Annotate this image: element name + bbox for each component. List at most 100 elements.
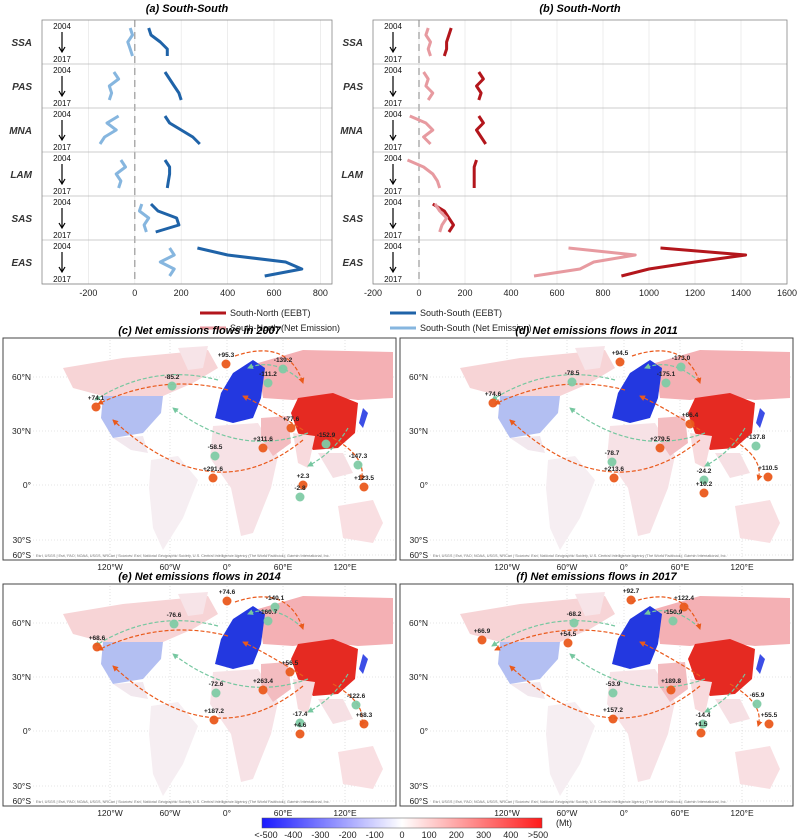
- lat-label: 30°N: [409, 426, 428, 436]
- flow-label: -68.2: [567, 611, 582, 618]
- flow-label: +77.6: [283, 416, 300, 423]
- flow-bubble: [679, 602, 689, 612]
- colorbar-label: 300: [476, 830, 491, 840]
- flow-label: -58.5: [208, 444, 223, 451]
- flow-bubble: [167, 381, 177, 391]
- flow-bubble: [321, 439, 331, 449]
- flow-label: -72.6: [209, 681, 224, 688]
- lat-label: 60°N: [12, 618, 31, 628]
- lat-label: 0°: [420, 480, 428, 490]
- flow-label: -85.2: [165, 374, 180, 381]
- flow-bubble: [655, 443, 665, 453]
- flow-bubble: [563, 638, 573, 648]
- flow-label: -76.6: [167, 612, 182, 619]
- flow-label: +263.4: [253, 678, 273, 685]
- row-label: MNA: [9, 126, 32, 137]
- panel-title: (a) South-South: [146, 3, 229, 15]
- flow-label: -139.2: [274, 357, 293, 364]
- legend-label: South-North (Net Emission): [230, 323, 340, 333]
- row-label: PAS: [343, 82, 363, 93]
- flow-label: -140.1: [266, 595, 285, 602]
- flow-bubble: [477, 635, 487, 645]
- year-start: 2004: [384, 110, 402, 119]
- colorbar-label: 400: [503, 830, 518, 840]
- year-arrow: [58, 252, 66, 274]
- map-title: (e) Net emissions flows in 2014: [118, 571, 281, 583]
- flow-label: -175.1: [657, 371, 676, 378]
- flow-bubble: [278, 364, 288, 374]
- flow-bubble: [258, 685, 268, 695]
- series-line: [147, 27, 169, 56]
- flow-label: +54.5: [560, 631, 577, 638]
- flow-label: -147.3: [349, 453, 368, 460]
- map-panel: 60°N 30°N 0° 30°S 60°S 120°W 60°W 0° 60°E 120°EEs…: [399, 583, 794, 818]
- flow-bubble: [763, 472, 773, 482]
- flow-label: -173.0: [672, 355, 691, 362]
- flow-label: +279.5: [650, 436, 670, 443]
- series-line: [107, 71, 121, 101]
- row-label: LAM: [341, 170, 363, 181]
- flow-bubble: [607, 457, 617, 467]
- flow-label: +74.1: [88, 395, 105, 402]
- year-start: 2004: [53, 242, 71, 251]
- year-arrow: [389, 164, 397, 186]
- year-arrow: [389, 32, 397, 54]
- lon-label: 60°E: [671, 562, 690, 572]
- flow-label: -17.4: [293, 711, 308, 718]
- colorbar-label: <-500: [254, 830, 277, 840]
- flow-bubble: [666, 685, 676, 695]
- year-arrow: [389, 208, 397, 230]
- lat-label: 30°S: [409, 781, 428, 791]
- year-end: 2017: [384, 55, 402, 64]
- flow-bubble: [609, 473, 619, 483]
- lon-label: 0°: [620, 808, 628, 818]
- flow-bubble: [351, 700, 361, 710]
- flow-bubble: [676, 362, 686, 372]
- lat-label: 60°N: [409, 372, 428, 382]
- row-label: SAS: [11, 214, 32, 225]
- flow-bubble: [91, 402, 101, 412]
- flow-label: -111.2: [259, 371, 277, 378]
- flow-label: +92.7: [623, 588, 640, 595]
- flow-label: -152.9: [317, 432, 336, 439]
- flow-bubble: [359, 719, 369, 729]
- series-line: [422, 71, 435, 101]
- flow-bubble: [263, 616, 273, 626]
- flow-label: +213.6: [604, 466, 624, 473]
- year-start: 2004: [53, 198, 71, 207]
- flow-label: -14.4: [696, 712, 711, 719]
- year-start: 2004: [384, 66, 402, 75]
- flow-label: +74.6: [485, 391, 502, 398]
- flow-label: -150.9: [664, 609, 683, 616]
- flow-bubble: [295, 492, 305, 502]
- lon-label: 120°W: [494, 562, 520, 572]
- x-tick-label: -200: [364, 288, 382, 298]
- series-line: [98, 114, 120, 145]
- flow-label: +122.4: [674, 595, 694, 602]
- x-tick-label: 1400: [731, 288, 751, 298]
- year-arrow: [58, 164, 66, 186]
- flow-label: -2.8: [294, 485, 306, 492]
- flow-label: -78.7: [605, 450, 620, 457]
- lat-label: 60°N: [12, 372, 31, 382]
- year-start: 2004: [384, 198, 402, 207]
- flow-bubble: [608, 688, 618, 698]
- lon-label: 120°E: [333, 562, 357, 572]
- lat-label: 30°S: [12, 535, 31, 545]
- lon-label: 60°E: [671, 808, 690, 818]
- colorbar-label: 0: [399, 830, 404, 840]
- flow-bubble: [221, 359, 231, 369]
- year-end: 2017: [53, 187, 71, 196]
- colorbar-unit: (Mt): [556, 818, 572, 828]
- flow-label: +110.5: [758, 465, 778, 472]
- flow-bubble: [298, 480, 308, 490]
- lat-label: 0°: [23, 480, 31, 490]
- flow-bubble: [699, 488, 709, 498]
- colorbar: [261, 817, 543, 829]
- lon-label: 120°E: [333, 808, 357, 818]
- lat-label: 30°N: [409, 672, 428, 682]
- flow-bubble: [698, 719, 708, 729]
- flow-bubble: [567, 377, 577, 387]
